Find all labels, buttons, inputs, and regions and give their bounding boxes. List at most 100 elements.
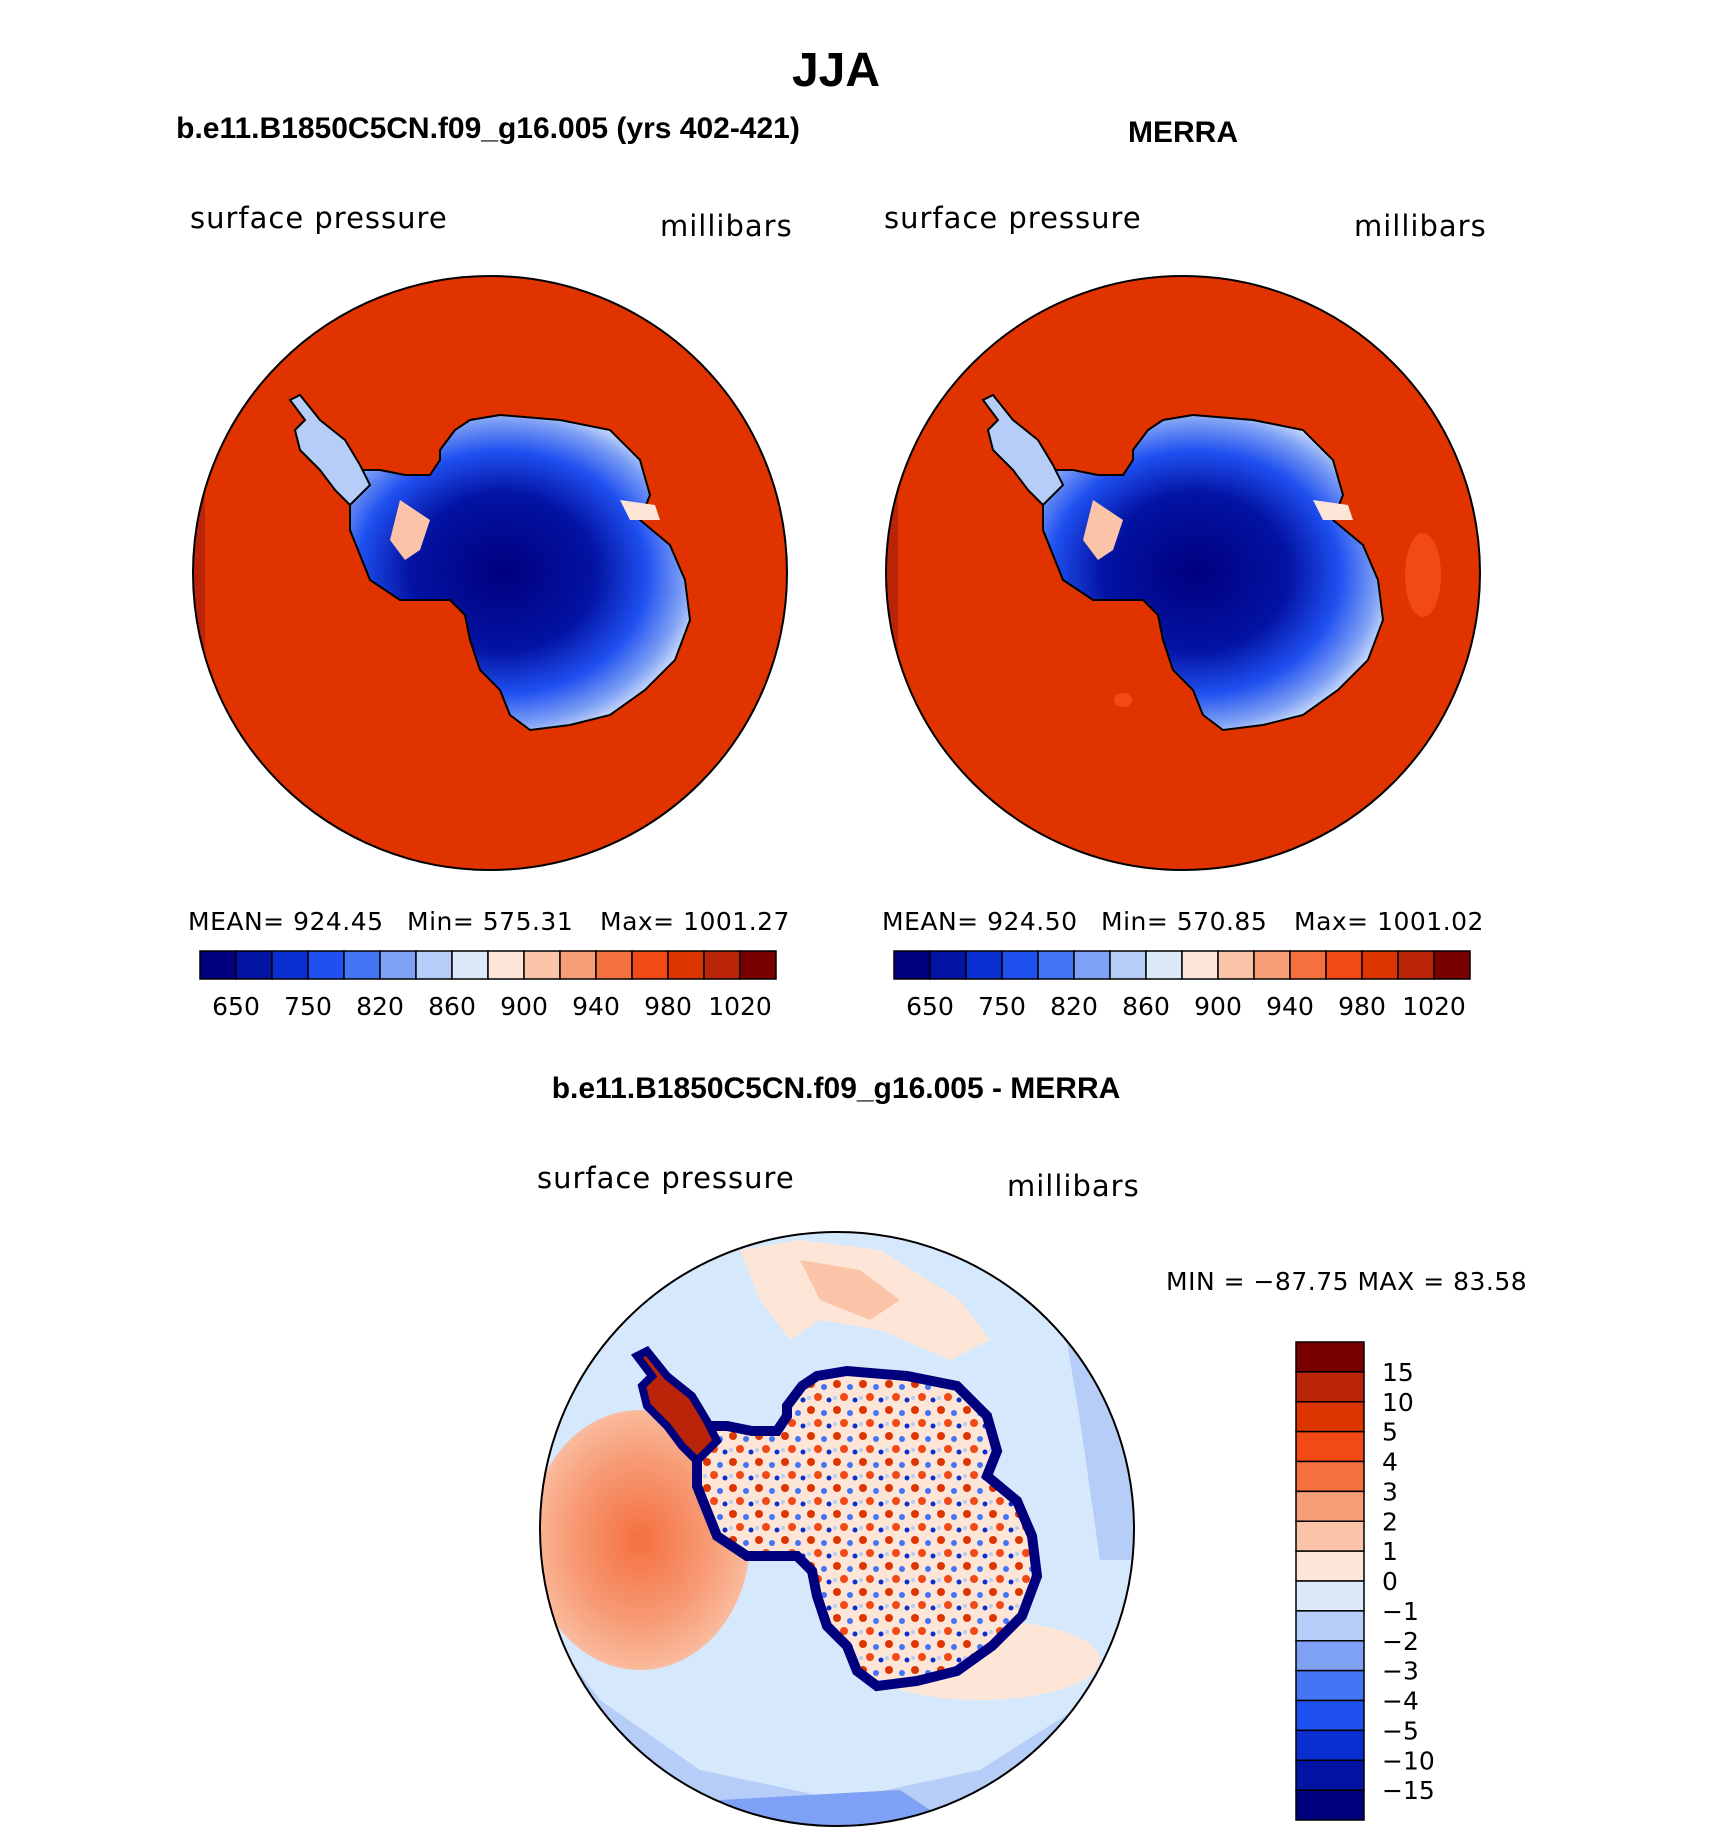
panel-diff-colorbar-tick-label: 4 [1382,1448,1398,1477]
panel-merra-min: Min= 570.85 [1101,907,1267,936]
panel-model-colorbar-tick-label: 860 [428,992,476,1021]
panel-merra-colorbar-swatch [1145,950,1183,980]
panel-diff-peninsula-field [630,1345,722,1467]
panel-model-colorbar-swatch [199,950,237,980]
panel-merra-colorbar-swatch [1253,950,1291,980]
panel-diff-colorbar-tick-label: −4 [1382,1687,1419,1716]
panel-model: b.e11.B1850C5CN.f09_g16.005 (yrs 402-421… [176,112,800,1021]
panel-merra-colorbar-swatch [893,950,931,980]
panel-merra-colorbar-tick-label: 940 [1266,992,1314,1021]
panel-diff-colorbar-tick-label: 10 [1382,1388,1414,1417]
panel-model-colorbar-swatch [667,950,705,980]
panel-merra-colorbar-tick-label: 750 [978,992,1026,1021]
panel-model-colorbar-tick-label: 820 [356,992,404,1021]
panel-merra-units-label: millibars [1354,209,1487,243]
panel-merra-colorbar-swatch [1289,950,1327,980]
season-title: JJA [792,44,880,97]
panel-diff-colorbar-swatch [1295,1759,1365,1791]
panel-model-colorbar-swatch [451,950,489,980]
panel-diff-units-label: millibars [1007,1169,1140,1203]
panel-model-colorbar-swatch [487,950,525,980]
panel-model-colorbar-swatch [235,950,273,980]
panel-merra-ice-shelf [1083,500,1123,560]
panel-model-colorbar-tick-label: 940 [572,992,620,1021]
panel-merra-peninsula [981,393,1065,507]
panel-merra-colorbar-swatch [1217,950,1255,980]
panel-diff-colorbar-tick-label: −2 [1382,1627,1419,1656]
panel-model-mean: MEAN= 924.45 [188,907,384,936]
panel-diff-south-deep-negative [720,1790,960,1826]
panel-merra-colorbar-swatch [1073,950,1111,980]
panel-merra-colorbar-swatch [929,950,967,980]
panel-diff-colorbar-swatch [1295,1699,1365,1732]
panel-diff-colorbar-swatch [1295,1401,1365,1433]
panel-merra-colorbar-tick-label: 860 [1122,992,1170,1021]
panel-model-colorbar-swatch [307,950,345,980]
panel-model-edge-band [193,450,205,700]
panel-diff-title: b.e11.B1850C5CN.f09_g16.005 - MERRA [552,1072,1121,1105]
panel-model-colorbar-swatch [343,950,381,980]
panel-model-map-border [192,275,788,871]
panel-merra-colorbar-swatch [1109,950,1147,980]
panel-model-colorbar-swatch [415,950,453,980]
panel-merra-mean: MEAN= 924.50 [882,907,1078,936]
panel-diff-colorbar-swatch [1295,1580,1365,1612]
panel-merra-colorbar-swatch [1433,950,1471,980]
panel-diff-colorbar-tick-label: −10 [1382,1746,1435,1775]
panel-merra-colorbar-swatch [1325,950,1363,980]
panel-merra-colorbar-swatch [1181,950,1219,980]
panel-merra-coastal-high [1313,500,1353,520]
panel-merra-colorbar-swatch [1037,950,1075,980]
panel-diff-map-border [539,1231,1135,1827]
panel-diff-colorbar-swatch [1295,1430,1365,1463]
panel-merra-colorbar-tick-label: 900 [1194,992,1242,1021]
panel-diff-colorbar-swatch [1295,1550,1365,1582]
panel-diff-colorbar-swatch [1295,1371,1365,1403]
panel-model-peninsula [288,393,372,507]
panel-model-coastal-high [620,500,660,520]
panel-diff-colorbar-tick-label: −15 [1382,1776,1435,1805]
panel-model-colorbar-tick-label: 980 [644,992,692,1021]
panel-model-colorbar: 650 750 820 860 900 940 980 1020 [199,950,777,1021]
panel-diff-colorbar-swatch [1295,1729,1365,1761]
panel-merra-max: Max= 1001.02 [1294,907,1484,936]
panel-model-map [193,276,787,870]
panel-merra-colorbar: 650 750 820 860 900 940 980 1020 [893,950,1471,1021]
panel-diff-colorbar-tick-label: 1 [1382,1537,1398,1566]
panel-model-colorbar-swatch [595,950,633,980]
panel-model-colorbar-swatch [559,950,597,980]
panel-diff-north-positive-core [800,1260,900,1320]
panel-model-colorbar-swatch [379,950,417,980]
panel-diff-colorbar-tick-label: 3 [1382,1477,1398,1506]
panel-model-colorbar-tick-label: 1020 [708,992,772,1021]
panel-merra-variable-label: surface pressure [884,201,1142,235]
panel-diff-colorbar-tick-label: 0 [1382,1567,1398,1596]
panel-diff-minmax: MIN = −87.75 MAX = 83.58 [1166,1267,1527,1296]
panel-model-min: Min= 575.31 [407,907,573,936]
panel-diff-colorbar-swatch [1295,1520,1365,1552]
panel-diff-colorbar-tick-label: −1 [1382,1597,1419,1626]
panel-model-ice-shelf [390,500,430,560]
panel-merra-colorbar-tick-label: 1020 [1402,992,1466,1021]
panel-diff-colorbar-tick-label: −3 [1382,1657,1419,1686]
panel-diff-colorbar-swatch [1295,1640,1365,1672]
panel-diff-colorbar-swatch [1295,1669,1365,1702]
panel-merra-title: MERRA [1128,116,1238,149]
panel-model-title: b.e11.B1850C5CN.f09_g16.005 (yrs 402-421… [176,112,800,145]
panel-model-colorbar-swatch [523,950,561,980]
panel-model-units-label: millibars [660,209,793,243]
panel-merra-map-border [885,275,1481,871]
panel-diff-colorbar-swatch [1295,1490,1365,1522]
panel-diff-colorbar-swatch [1295,1610,1365,1642]
panel-merra-edge-band [886,450,898,700]
panel-model-colorbar-tick-label: 650 [212,992,260,1021]
panel-model-colorbar-swatch [703,950,741,980]
panel-model-colorbar-swatch [271,950,309,980]
panel-diff-colorbar-swatch [1295,1460,1365,1493]
panel-merra-colorbar-tick-label: 820 [1050,992,1098,1021]
panel-merra-colorbar-swatch [1397,950,1435,980]
panel-diff-colorbar-tick-label: 5 [1382,1418,1398,1447]
panel-model-colorbar-tick-label: 750 [284,992,332,1021]
